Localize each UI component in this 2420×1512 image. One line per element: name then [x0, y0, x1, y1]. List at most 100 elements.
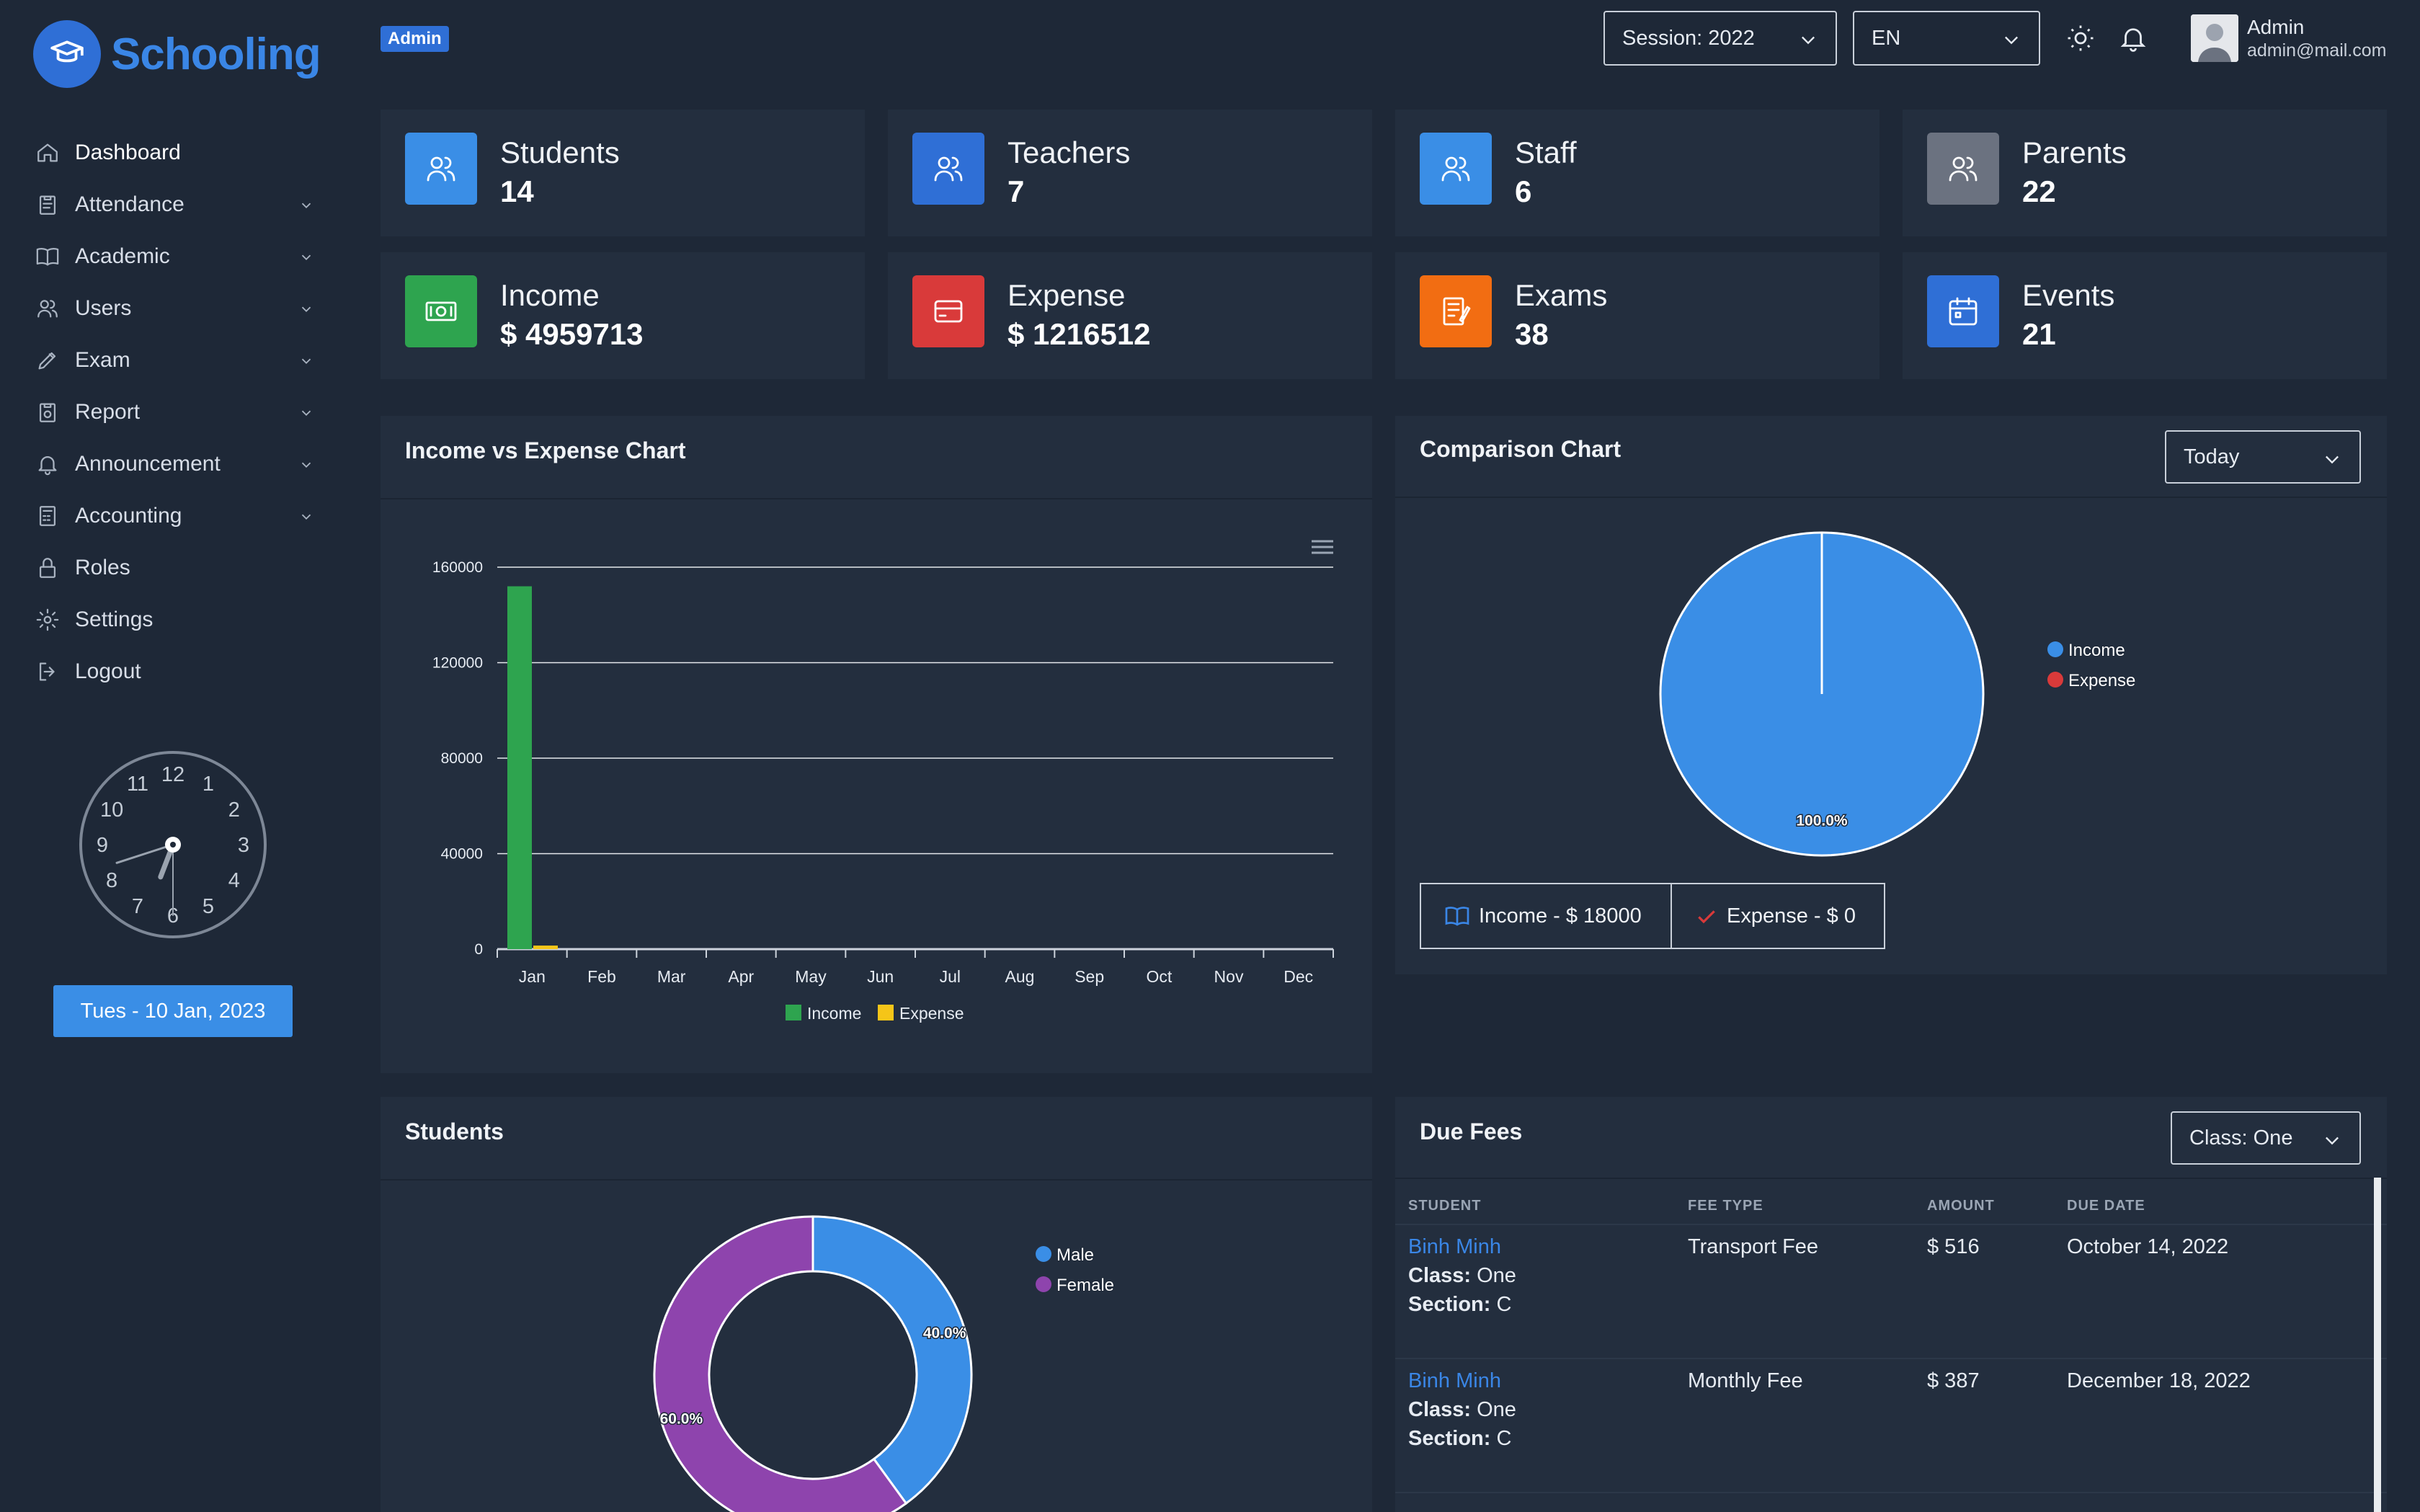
legend-label[interactable]: Income — [2068, 640, 2126, 661]
stat-value: 21 — [2022, 317, 2056, 351]
due-fees-panel: Due Fees Class: One STUDENT FEE TYPE AMO… — [1395, 1097, 2387, 1512]
student-name-link[interactable]: Binh Minh — [1408, 1235, 1501, 1258]
range-select-value: Today — [2184, 445, 2240, 468]
student-section: Section: C — [1408, 1424, 1516, 1453]
sidebar-item-exam[interactable]: Exam — [33, 334, 321, 386]
report-icon — [33, 398, 62, 427]
student-section: Section: C — [1408, 1290, 1516, 1319]
x-tick-label: Jul — [940, 967, 961, 986]
class-filter-value: Class: One — [2189, 1126, 2293, 1149]
stat-label: Expense — [1007, 278, 1126, 312]
chevron-down-icon — [2005, 36, 2018, 45]
stat-card-teachers[interactable]: Teachers 7 — [888, 110, 1372, 236]
user-email: admin@mail.com — [2247, 40, 2387, 61]
sidebar-item-settings[interactable]: Settings — [33, 594, 321, 646]
x-tick-label: Aug — [1005, 967, 1035, 986]
class-filter-select[interactable]: Class: One — [2171, 1111, 2361, 1165]
legend-swatch — [786, 1005, 801, 1020]
sidebar-item-accounting[interactable]: Accounting — [33, 490, 321, 542]
section-label: Section: — [1408, 1293, 1491, 1316]
book-icon — [33, 242, 62, 271]
table-header-divider — [1395, 1224, 2387, 1225]
sidebar-item-roles[interactable]: Roles — [33, 542, 321, 594]
stat-value: $ 4959713 — [500, 317, 644, 351]
legend-label[interactable]: Male — [1056, 1245, 1095, 1266]
language-select[interactable]: EN — [1853, 11, 2040, 66]
due-fees-scrollbar[interactable] — [2374, 1178, 2381, 1512]
stat-card-events[interactable]: Events 21 — [1903, 252, 2387, 379]
chevron-down-icon — [301, 514, 311, 520]
panel-divider — [381, 498, 1372, 499]
bar-expense-jan[interactable] — [533, 946, 558, 949]
graduation-cap-icon — [33, 20, 101, 88]
amount-cell: $ 387 — [1927, 1369, 1980, 1392]
panel-title: Due Fees — [1420, 1119, 1523, 1144]
legend-label[interactable]: Expense — [899, 1004, 964, 1023]
role-badge: Admin — [381, 26, 449, 52]
legend-label[interactable]: Expense — [2068, 670, 2136, 691]
column-header-due-date: DUE DATE — [2067, 1198, 2145, 1214]
slice-female[interactable] — [653, 1215, 908, 1512]
x-tick-label: Nov — [1214, 967, 1244, 986]
expense-total-button[interactable]: Expense - $ 0 — [1671, 883, 1885, 949]
table-row[interactable]: Binh Minh Class: One Section: C Transport F… — [1395, 1232, 2387, 1366]
y-tick-label: 80000 — [441, 750, 483, 767]
book-open-icon — [1445, 907, 1469, 926]
bar-income-jan[interactable] — [507, 586, 532, 950]
stat-card-students[interactable]: Students 14 — [381, 110, 865, 236]
student-name-link[interactable]: Binh Minh — [1408, 1369, 1501, 1392]
sidebar-item-users[interactable]: Users — [33, 283, 321, 334]
gear-icon — [33, 605, 62, 634]
legend-label[interactable]: Female — [1056, 1275, 1115, 1296]
clock-numeral: 2 — [228, 799, 240, 822]
panel-title: Comparison Chart — [1420, 436, 1622, 462]
class-value: One — [1477, 1398, 1516, 1421]
stat-card-income[interactable]: Income $ 4959713 — [381, 252, 865, 379]
slice-male[interactable] — [811, 1215, 973, 1506]
chevron-down-icon — [301, 462, 311, 468]
range-select[interactable]: Today — [2165, 430, 2361, 484]
calendar-icon — [1927, 275, 1999, 347]
x-tick-label: Oct — [1146, 967, 1172, 986]
legend-dot — [1036, 1276, 1051, 1292]
legend-label[interactable]: Income — [807, 1004, 861, 1023]
income-total-button[interactable]: Income - $ 18000 — [1420, 883, 1672, 949]
sidebar-item-academic[interactable]: Academic — [33, 231, 321, 283]
chevron-down-icon — [1802, 36, 1815, 45]
x-tick-label: Jan — [519, 967, 546, 986]
x-tick-label: May — [795, 967, 827, 986]
clock-numeral: 8 — [106, 869, 117, 892]
legend-dot — [2047, 641, 2063, 657]
sidebar-item-label: Accounting — [75, 504, 182, 528]
chevron-down-icon — [301, 410, 311, 417]
sidebar-item-announcement[interactable]: Announcement — [33, 438, 321, 490]
class-value: One — [1477, 1264, 1516, 1287]
sidebar-item-logout[interactable]: Logout — [33, 646, 321, 698]
sun-icon[interactable] — [2065, 23, 2096, 53]
stat-card-exams[interactable]: Exams 38 — [1395, 252, 1879, 379]
bell-icon[interactable] — [2118, 23, 2148, 53]
stat-card-parents[interactable]: Parents 22 — [1903, 110, 2387, 236]
session-select[interactable]: Session: 2022 — [1603, 11, 1837, 66]
stat-card-expense[interactable]: Expense $ 1216512 — [888, 252, 1372, 379]
user-avatar[interactable] — [2191, 14, 2238, 62]
x-tick-label: Jun — [867, 967, 894, 986]
bell-icon — [33, 450, 62, 479]
sidebar-item-attendance[interactable]: Attendance — [33, 179, 321, 231]
sidebar-item-dashboard[interactable]: Dashboard — [33, 127, 321, 179]
table-row[interactable]: Binh Minh Class: One Section: C Monthly Fee… — [1395, 1366, 2387, 1500]
clock-numeral: 11 — [127, 773, 148, 796]
stat-card-staff[interactable]: Staff 6 — [1395, 110, 1879, 236]
panel-title: Students — [405, 1119, 504, 1144]
money-icon — [405, 275, 477, 347]
current-date-button[interactable]: Tues - 10 Jan, 2023 — [53, 985, 293, 1037]
session-select-value: Session: 2022 — [1622, 26, 1755, 50]
slice-label: 100.0% — [1796, 813, 1848, 830]
x-tick-label: Feb — [587, 967, 616, 986]
sidebar-item-report[interactable]: Report — [33, 386, 321, 438]
brand-logo[interactable]: Schooling — [33, 20, 321, 88]
y-tick-label: 0 — [474, 941, 483, 958]
hamburger-icon[interactable] — [1312, 540, 1333, 554]
comparison-panel: Comparison Chart Today 100.0% Income Expen… — [1395, 416, 2387, 974]
lock-icon — [33, 553, 62, 582]
